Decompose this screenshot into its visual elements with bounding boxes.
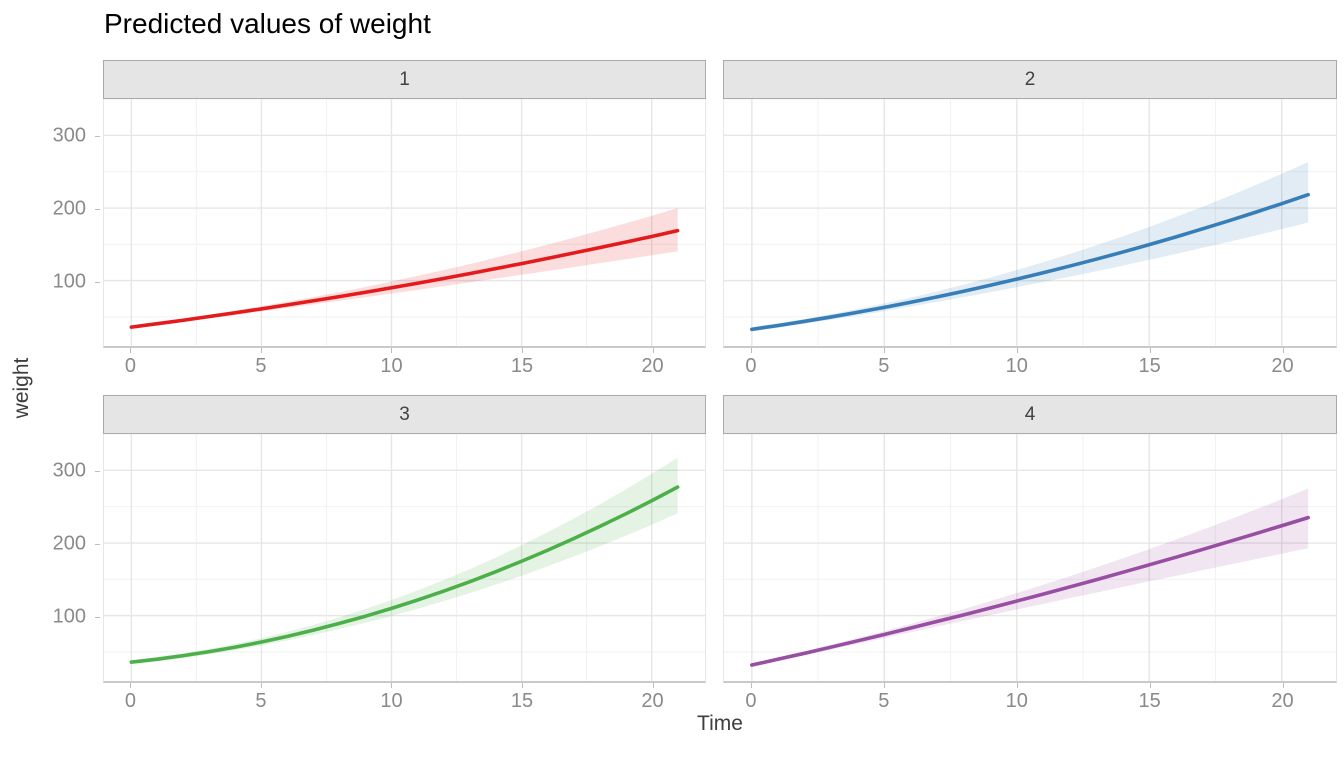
x-tick-mark — [883, 683, 885, 688]
y-tick-label: 300 — [52, 459, 86, 482]
facet-plot-area — [723, 99, 1337, 348]
y-tick-label: 200 — [52, 532, 86, 555]
x-tick-mark — [750, 683, 752, 688]
x-tick-mark — [652, 348, 654, 353]
y-axis-ticks-row2: 100 200 300 — [0, 434, 102, 683]
x-tick-mark — [391, 683, 393, 688]
y-tick-mark — [95, 470, 100, 472]
y-axis-title: weight — [10, 357, 33, 419]
facet-plot-area — [103, 99, 706, 348]
y-tick-mark — [95, 543, 100, 545]
x-tick-label: 5 — [878, 355, 890, 377]
x-tick-label: 0 — [124, 690, 136, 712]
x-tick-mark — [521, 348, 523, 353]
x-tick-label: 10 — [1005, 355, 1028, 377]
x-tick-mark — [1149, 683, 1151, 688]
x-tick-label: 20 — [1271, 690, 1294, 712]
x-tick-label: 20 — [641, 690, 664, 712]
x-tick-label: 5 — [878, 690, 890, 712]
x-tick-mark — [130, 683, 132, 688]
x-tick-label: 15 — [510, 690, 534, 712]
facet-strip-label: 2 — [1024, 68, 1036, 90]
y-tick-label: 100 — [52, 270, 86, 293]
x-tick-mark — [391, 348, 393, 353]
x-tick-mark — [1282, 348, 1284, 353]
facet-strip: 3 — [103, 395, 706, 434]
x-tick-mark — [260, 683, 262, 688]
y-axis-ticks-row1: 100 200 300 — [0, 99, 102, 348]
x-axis-ticks: 0 5 10 15 20 — [723, 348, 1337, 378]
x-tick-mark — [750, 348, 752, 353]
x-axis-title: Time — [697, 712, 743, 735]
x-tick-mark — [260, 348, 262, 353]
x-tick-label: 15 — [1138, 355, 1161, 377]
y-tick-label: 200 — [52, 197, 86, 220]
x-tick-label: 20 — [641, 355, 664, 377]
x-tick-mark — [1016, 348, 1018, 353]
page-title: Predicted values of weight — [104, 8, 431, 39]
x-tick-label: 5 — [255, 690, 267, 712]
x-axis-ticks: 0 5 10 15 20 — [103, 683, 706, 713]
x-tick-mark — [1149, 348, 1151, 353]
facet-strip: 2 — [723, 60, 1337, 99]
x-axis-ticks: 0 5 10 15 20 — [723, 683, 1337, 713]
facet-strip: 4 — [723, 395, 1337, 434]
facet-plot-svg — [104, 99, 705, 346]
facet-plot-svg — [104, 434, 705, 681]
x-tick-label: 5 — [255, 355, 267, 377]
facet-strip: 1 — [103, 60, 706, 99]
facet-panel-2: 2 0 5 10 15 20 — [723, 60, 1337, 378]
facet-plot-svg — [724, 99, 1336, 346]
x-tick-label: 15 — [510, 355, 534, 377]
facet-plot-svg — [724, 434, 1336, 681]
x-tick-label: 10 — [380, 690, 403, 712]
x-tick-mark — [521, 683, 523, 688]
y-tick-mark — [95, 282, 100, 284]
facet-plot-area — [723, 434, 1337, 683]
facet-panel-3: 3 0 5 10 15 20 — [103, 395, 706, 713]
facet-panel-1: 1 0 5 10 15 20 — [103, 60, 706, 378]
facet-strip-label: 3 — [399, 403, 410, 425]
x-tick-label: 0 — [745, 355, 757, 377]
y-tick-mark — [95, 135, 100, 137]
y-tick-label: 100 — [52, 605, 86, 628]
y-tick-label: 300 — [52, 124, 86, 147]
y-tick-mark — [95, 208, 100, 210]
x-tick-mark — [1016, 683, 1018, 688]
x-tick-mark — [883, 348, 885, 353]
x-tick-label: 15 — [1138, 690, 1161, 712]
x-tick-label: 10 — [380, 355, 403, 377]
x-tick-label: 20 — [1271, 355, 1294, 377]
x-tick-label: 0 — [745, 690, 757, 712]
facet-strip-label: 1 — [399, 68, 410, 90]
x-tick-label: 0 — [124, 355, 136, 377]
x-tick-mark — [1282, 683, 1284, 688]
facet-panel-4: 4 0 5 10 15 20 — [723, 395, 1337, 713]
x-tick-label: 10 — [1005, 690, 1028, 712]
y-tick-mark — [95, 617, 100, 619]
x-axis-ticks: 0 5 10 15 20 — [103, 348, 706, 378]
x-tick-mark — [652, 683, 654, 688]
x-tick-mark — [130, 348, 132, 353]
facet-plot-area — [103, 434, 706, 683]
facet-strip-label: 4 — [1024, 403, 1036, 425]
